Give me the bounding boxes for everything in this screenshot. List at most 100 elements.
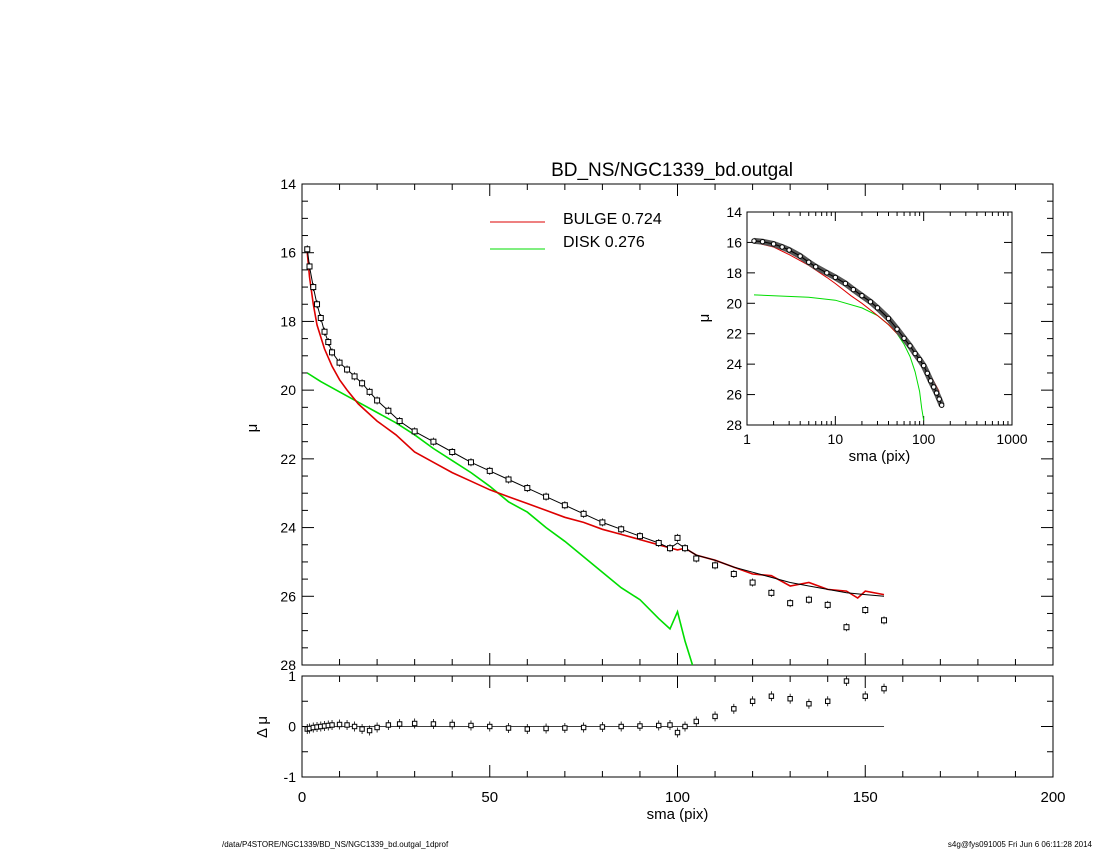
residual-point [351,723,358,730]
residual-point [580,724,587,731]
x-axis-label: sma (pix) [849,448,911,465]
residual-point [731,706,737,712]
x-tick-label: 1 [743,431,751,447]
data-point [411,428,418,435]
y-tick-label: 26 [726,387,742,403]
residual-point [344,722,350,728]
data-point [843,624,850,631]
residual-point [562,725,568,731]
data-point [336,359,343,366]
data-point [543,493,550,500]
y-axis-label: Δ μ [254,716,271,738]
data-point [314,301,321,308]
data-point [385,407,392,414]
x-tick-label: 50 [481,789,498,806]
data-point [396,418,403,425]
residual-point [487,723,493,730]
y-tick-label: 16 [726,234,742,250]
data-point [768,589,775,596]
data-point [666,545,673,552]
residual-point [336,721,343,728]
inset-data-point [885,315,892,322]
inset-data-point [867,299,874,305]
x-tick-label: 200 [1040,789,1065,806]
residual-point [806,701,812,707]
data-point [712,562,719,569]
residual-point [768,693,775,699]
data-point [430,438,437,445]
data-point [749,579,756,586]
residual-point [693,718,699,725]
x-axis-label: sma (pix) [647,806,709,823]
y-tick-label: 0 [288,719,296,735]
data-point [317,314,324,321]
data-point [561,502,568,509]
residual-point [749,698,756,704]
y-tick-label: 24 [280,520,296,536]
data-point [862,607,869,614]
inset-curves [751,237,945,421]
data-point [524,485,531,492]
inset-data-point [874,305,881,311]
data-point [306,263,313,270]
inset-data-point [931,384,937,390]
inset-data-point [751,238,757,244]
inset-data-point [936,396,942,402]
y-tick-label: 28 [726,417,742,433]
residual-point [667,722,673,728]
inset-data-point [916,356,923,363]
y-axis-label: μ [244,424,261,433]
residual-point [374,724,380,731]
x-tick-label: 10 [828,431,844,447]
y-tick-label: 1 [288,668,296,684]
data-point [304,246,311,253]
residual-point [366,727,373,734]
inset-model-line [753,240,943,406]
y-tick-label: 18 [726,265,742,281]
data-point [824,601,831,608]
y-tick-label: 24 [726,356,742,372]
residual-point [329,722,335,728]
data-point [351,373,358,380]
residual-point [411,720,418,727]
residual-point [599,724,606,730]
data-point [366,388,373,395]
inset-data-point [894,326,900,332]
inset-data-point [770,241,777,247]
data-point [321,328,328,335]
inset-data-point [901,335,907,341]
data-point [325,339,332,346]
residual-point [468,722,474,729]
inset-data-point [786,247,792,253]
data-point [344,366,351,373]
residual-point [881,685,887,692]
bulge-line [306,252,885,599]
inset-data-point [927,378,934,384]
y-tick-label: 28 [280,657,296,673]
residual-point [449,721,455,728]
residual-point [656,722,662,729]
x-tick-label: 100 [665,789,690,806]
data-point [580,510,587,517]
main-panel: 14 16 18 20 22 24 26 28 μ [244,176,1054,673]
footer-timestamp: s4g@fys091005 Fri Jun 6 06:11:28 2014 [947,840,1092,849]
data-point [881,617,888,624]
inset-data-point [912,350,918,357]
data-point [674,534,681,541]
y-tick-label: 16 [280,245,296,261]
inset-data-point [797,253,803,259]
residual-point [682,723,688,730]
inset-data-point [907,343,913,349]
y-tick-label: -1 [284,769,297,785]
inset-data-point [938,402,945,408]
data-point [486,467,493,474]
inset-data-point [924,370,931,376]
residual-point [674,729,681,736]
x-tick-label: 100 [912,431,936,447]
residual-point [385,722,392,728]
data-point [730,570,737,577]
y-tick-label: 20 [726,295,742,311]
y-tick-label: 14 [280,176,296,192]
y-tick-label: 22 [726,326,742,342]
